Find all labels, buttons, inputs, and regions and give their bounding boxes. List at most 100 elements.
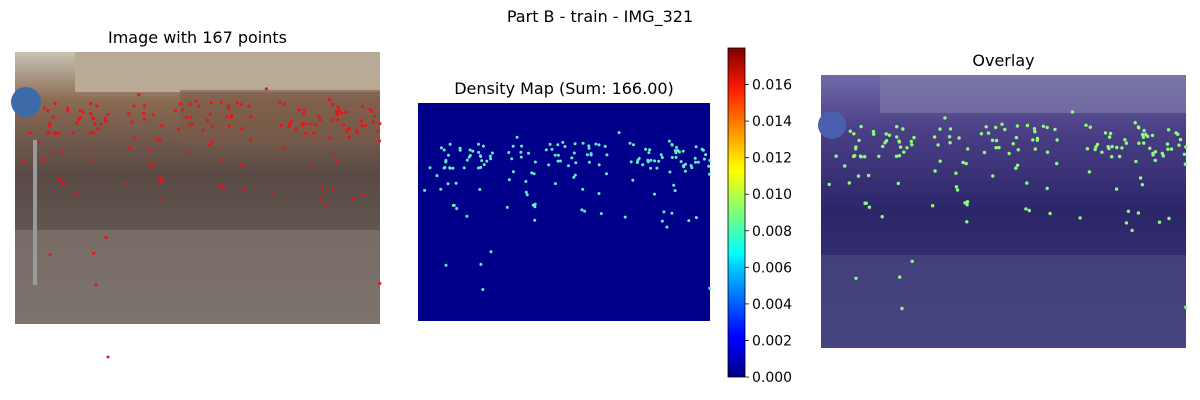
density-peak [694, 216, 698, 220]
overlay-peak [866, 173, 871, 178]
overlay-peak [1142, 141, 1146, 145]
annotation-point [317, 114, 321, 119]
density-peak [597, 163, 601, 167]
colorbar-tick-label: 0.002 [752, 333, 792, 349]
annotation-point [127, 112, 131, 116]
annotation-point [148, 161, 152, 165]
overlay-peak [1015, 124, 1020, 128]
annotation-point [178, 102, 182, 106]
overlay-peak [1032, 127, 1037, 131]
overlay-peak [936, 143, 940, 147]
density-peak [481, 288, 485, 291]
annotation-point [359, 119, 364, 123]
density-peak [481, 144, 485, 148]
annotation-point [99, 122, 103, 127]
density-peak [556, 159, 560, 163]
density-peak [556, 143, 560, 147]
overlay-peak [991, 174, 995, 178]
overlay-peak [854, 276, 858, 280]
annotation-point [93, 122, 97, 126]
overlay-peak [905, 146, 909, 150]
annotation-point [89, 101, 93, 106]
density-peak [674, 155, 678, 159]
overlay-peak [1166, 147, 1170, 151]
overlay-peak [1084, 123, 1088, 128]
annotation-point [360, 124, 364, 128]
overlay-peak [902, 150, 906, 154]
annotation-point [227, 106, 231, 111]
annotation-point [304, 131, 308, 135]
annotation-point [57, 131, 61, 135]
density-peak [603, 144, 607, 148]
overlay-peak [901, 127, 905, 131]
annotation-point [188, 122, 192, 127]
overlay-peak [881, 144, 885, 149]
overlay-peak [1114, 187, 1119, 191]
overlay-peak [938, 159, 942, 163]
annotation-point [158, 138, 162, 142]
overlay-peak [895, 135, 899, 139]
colorbar-tick-label: 0.006 [752, 260, 792, 276]
density-peak [488, 154, 492, 158]
density-peak [670, 143, 674, 146]
density-peak [617, 131, 621, 135]
density-peak [442, 148, 446, 152]
overlay-peak [1126, 209, 1131, 213]
overlay-peak [1045, 150, 1050, 154]
annotation-point [333, 153, 337, 157]
overlay-peak [863, 155, 867, 159]
overlay-peak [856, 174, 861, 178]
annotation-point [249, 138, 253, 142]
overlay-peak [894, 154, 899, 158]
density-peak [482, 163, 486, 167]
annotation-point [148, 148, 152, 152]
overlay-peak [1041, 124, 1046, 128]
annotation-point [205, 118, 209, 122]
density-peak [511, 170, 515, 174]
annotation-point [219, 100, 223, 104]
overlay-peak [955, 188, 960, 192]
density-peak [687, 219, 691, 223]
overlay-peak [1000, 122, 1004, 127]
density-peak [567, 164, 570, 168]
overlay-peak [1045, 186, 1049, 191]
overlay-peaks [827, 110, 1188, 311]
overlay-peak [872, 132, 876, 136]
overlay-peak [1103, 131, 1108, 135]
overlay-peak [1011, 142, 1015, 146]
stray-annotation-point [106, 355, 110, 359]
overlay-peak [1014, 166, 1018, 170]
overlay-peak [1014, 135, 1019, 140]
overlay-panel-title: Overlay [972, 51, 1035, 70]
density-peak [707, 164, 711, 168]
annotation-point [185, 151, 189, 155]
annotation-point [197, 104, 201, 108]
annotation-point [74, 191, 78, 195]
overlay-peak [1088, 125, 1093, 129]
overlay-peak [1166, 128, 1171, 132]
overlay-peak [1055, 138, 1059, 142]
overlay-peak [909, 139, 913, 144]
overlay-peak [1108, 131, 1113, 136]
overlay-peak [898, 275, 902, 279]
density-peak [632, 143, 635, 147]
density-peak [580, 208, 584, 212]
density-peak [572, 175, 576, 179]
density-peak [533, 160, 537, 164]
density-peak [477, 142, 480, 146]
annotation-point [104, 119, 108, 124]
density-peak [649, 166, 653, 170]
annotation-point [91, 116, 95, 120]
colorbar-tick-label: 0.008 [752, 224, 792, 240]
density-peak [485, 159, 489, 163]
density-peak [587, 144, 591, 148]
overlay-peak [1153, 150, 1158, 154]
annotation-point [89, 112, 93, 116]
annotation-point [272, 192, 276, 196]
overlay-peak [1048, 211, 1052, 216]
annotation-point [338, 109, 342, 113]
density-peak [653, 192, 656, 196]
density-peak [505, 205, 509, 209]
density-peak [553, 182, 557, 186]
